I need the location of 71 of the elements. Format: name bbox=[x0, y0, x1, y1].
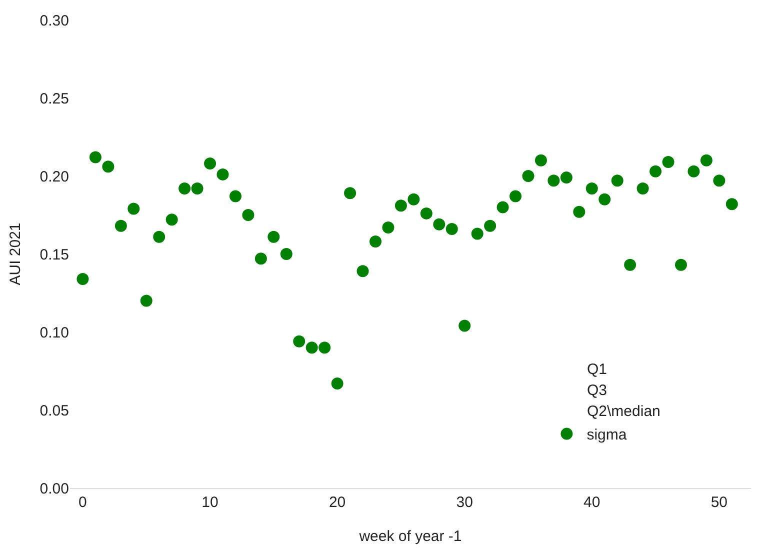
point bbox=[89, 151, 102, 164]
point bbox=[318, 342, 331, 354]
point bbox=[216, 168, 229, 180]
point bbox=[636, 182, 649, 194]
point bbox=[293, 335, 306, 348]
point bbox=[268, 230, 280, 243]
annotation: Q1 bbox=[587, 361, 608, 378]
point bbox=[254, 252, 267, 265]
point bbox=[229, 190, 242, 202]
point bbox=[280, 248, 292, 260]
y-tick-label: 0.15 bbox=[40, 246, 69, 264]
point bbox=[420, 207, 432, 220]
point bbox=[522, 170, 534, 182]
y-tick-label: 0.10 bbox=[40, 324, 69, 342]
y-tick-label: 0.20 bbox=[40, 168, 69, 186]
point bbox=[496, 201, 509, 214]
point bbox=[102, 160, 114, 173]
point bbox=[242, 209, 254, 221]
x-tick-label: 10 bbox=[202, 494, 218, 511]
y-tick-label: 0.25 bbox=[40, 90, 69, 108]
point bbox=[382, 221, 394, 234]
point bbox=[548, 174, 560, 187]
point bbox=[76, 272, 89, 285]
point bbox=[128, 202, 140, 215]
point bbox=[650, 165, 662, 178]
point bbox=[433, 218, 446, 230]
point bbox=[458, 320, 471, 332]
point bbox=[726, 198, 738, 210]
point bbox=[140, 294, 152, 307]
point bbox=[408, 193, 420, 206]
point bbox=[191, 182, 204, 194]
point bbox=[446, 223, 458, 236]
point bbox=[484, 220, 496, 232]
point bbox=[624, 258, 636, 271]
annotation: Q2\median bbox=[587, 403, 660, 420]
point bbox=[204, 158, 216, 170]
point bbox=[370, 236, 382, 248]
point bbox=[534, 154, 547, 166]
point bbox=[573, 206, 586, 218]
x-tick-label: 30 bbox=[456, 494, 473, 511]
point bbox=[153, 230, 166, 243]
point bbox=[114, 220, 127, 232]
point bbox=[344, 187, 356, 200]
x-tick-label: 0 bbox=[78, 494, 87, 511]
point bbox=[662, 156, 674, 168]
legend-label: sigma bbox=[586, 426, 628, 444]
point bbox=[471, 228, 484, 240]
point bbox=[586, 182, 598, 194]
point bbox=[560, 172, 572, 184]
point bbox=[394, 200, 407, 212]
point bbox=[178, 182, 191, 194]
point bbox=[331, 377, 344, 390]
y-axis-title: AUI 2021 bbox=[7, 222, 24, 286]
point bbox=[598, 193, 611, 206]
point bbox=[306, 342, 318, 354]
x-tick-label: 50 bbox=[710, 494, 728, 511]
y-tick-label: 0.30 bbox=[40, 12, 69, 30]
point bbox=[611, 174, 624, 187]
point bbox=[356, 265, 369, 278]
y-tick-label: 0.00 bbox=[40, 480, 69, 498]
point bbox=[166, 214, 178, 226]
x-tick-label: 20 bbox=[328, 494, 346, 511]
x-axis-title: week of year -1 bbox=[358, 528, 462, 545]
point bbox=[700, 154, 712, 166]
point bbox=[713, 174, 726, 187]
point bbox=[674, 258, 687, 271]
y-tick-label: 0.05 bbox=[40, 402, 69, 420]
annotation: Q3 bbox=[587, 382, 608, 399]
point bbox=[510, 190, 522, 202]
x-tick-label: 40 bbox=[584, 494, 600, 511]
point bbox=[688, 165, 700, 178]
